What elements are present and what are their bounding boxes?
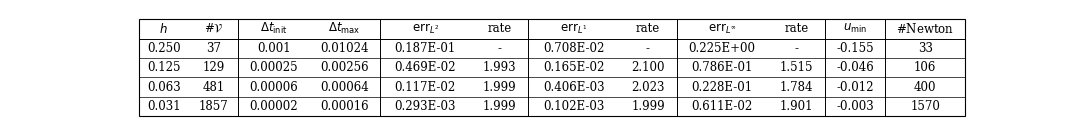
Text: $u_{\mathrm{min}}$: $u_{\mathrm{min}}$: [843, 22, 867, 35]
Text: 0.063: 0.063: [146, 81, 181, 94]
Text: 2.100: 2.100: [631, 61, 665, 74]
Text: 481: 481: [202, 81, 225, 94]
Text: -: -: [795, 42, 798, 55]
Text: 1857: 1857: [198, 100, 228, 113]
Text: 1.999: 1.999: [482, 81, 516, 94]
Text: 0.293E-03: 0.293E-03: [394, 100, 456, 113]
Text: -0.003: -0.003: [836, 100, 873, 113]
Text: rate: rate: [784, 22, 809, 35]
Text: $\mathrm{err}_{L^\infty}$: $\mathrm{err}_{L^\infty}$: [708, 22, 737, 36]
Text: 0.165E-02: 0.165E-02: [543, 61, 604, 74]
Text: $\mathrm{err}_{L^2}$: $\mathrm{err}_{L^2}$: [411, 22, 439, 36]
Text: 0.250: 0.250: [146, 42, 181, 55]
Text: 1570: 1570: [910, 100, 940, 113]
Text: -0.012: -0.012: [837, 81, 873, 94]
Text: $\Delta t_{\mathrm{max}}$: $\Delta t_{\mathrm{max}}$: [328, 21, 361, 36]
Text: 2.023: 2.023: [631, 81, 665, 94]
Text: 0.611E-02: 0.611E-02: [691, 100, 753, 113]
Text: rate: rate: [488, 22, 512, 35]
Text: 0.00002: 0.00002: [250, 100, 298, 113]
Text: rate: rate: [635, 22, 660, 35]
Text: 0.228E-01: 0.228E-01: [691, 81, 753, 94]
Text: 0.031: 0.031: [146, 100, 181, 113]
Text: -0.046: -0.046: [836, 61, 873, 74]
Text: 1.515: 1.515: [780, 61, 813, 74]
Text: 1.901: 1.901: [780, 100, 813, 113]
Text: 0.00006: 0.00006: [250, 81, 298, 94]
Text: 106: 106: [914, 61, 936, 74]
Text: 0.125: 0.125: [146, 61, 181, 74]
Text: 0.406E-03: 0.406E-03: [543, 81, 604, 94]
Text: 0.102E-03: 0.102E-03: [543, 100, 604, 113]
Text: 1.999: 1.999: [482, 100, 516, 113]
Text: 0.469E-02: 0.469E-02: [394, 61, 456, 74]
Text: 0.00256: 0.00256: [320, 61, 368, 74]
Text: 0.786E-01: 0.786E-01: [691, 61, 753, 74]
Text: -: -: [498, 42, 502, 55]
Text: 37: 37: [206, 42, 221, 55]
Text: 33: 33: [918, 42, 933, 55]
Text: -0.155: -0.155: [836, 42, 873, 55]
Text: 1.999: 1.999: [631, 100, 665, 113]
Text: 0.117E-02: 0.117E-02: [394, 81, 456, 94]
Text: -: -: [646, 42, 651, 55]
Text: $h$: $h$: [159, 22, 168, 36]
Text: 0.00025: 0.00025: [250, 61, 298, 74]
Text: 1.784: 1.784: [780, 81, 813, 94]
Text: 0.001: 0.001: [257, 42, 291, 55]
Text: $\Delta t_{\mathrm{init}}$: $\Delta t_{\mathrm{init}}$: [260, 21, 288, 36]
Text: 0.01024: 0.01024: [320, 42, 368, 55]
Text: 400: 400: [914, 81, 936, 94]
Text: 1.993: 1.993: [482, 61, 516, 74]
Text: 0.00016: 0.00016: [320, 100, 368, 113]
Text: 0.225E+00: 0.225E+00: [688, 42, 756, 55]
Text: $\#$Newton: $\#$Newton: [896, 22, 954, 36]
Text: 0.187E-01: 0.187E-01: [394, 42, 456, 55]
Text: 0.708E-02: 0.708E-02: [543, 42, 604, 55]
Text: $\#\mathcal{V}$: $\#\mathcal{V}$: [204, 22, 223, 35]
Text: $\mathrm{err}_{L^1}$: $\mathrm{err}_{L^1}$: [560, 22, 587, 36]
Text: 129: 129: [202, 61, 225, 74]
Text: 0.00064: 0.00064: [320, 81, 368, 94]
